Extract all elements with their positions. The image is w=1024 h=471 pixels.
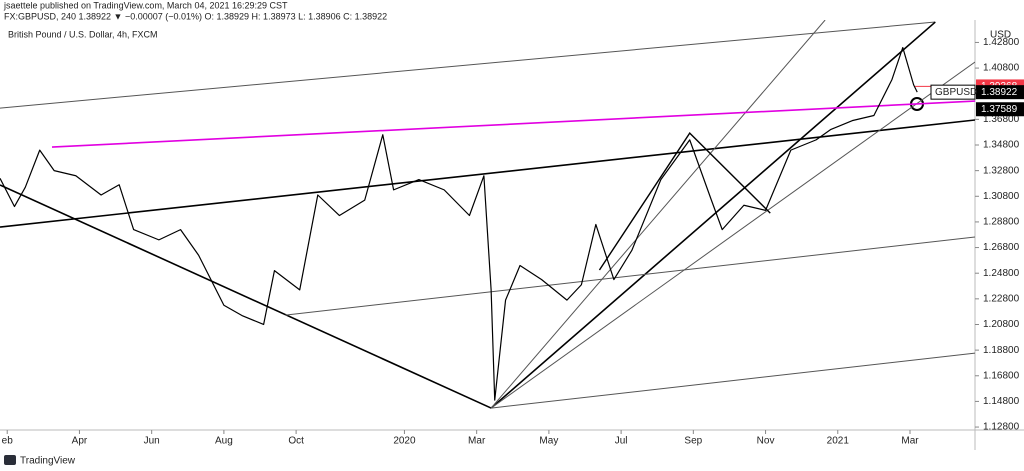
- y-tick-label: 1.12800: [983, 422, 1020, 433]
- plot-area: [0, 20, 975, 409]
- trendline: [51, 100, 975, 148]
- price-tag: [976, 102, 1024, 117]
- trendline: [0, 21, 936, 109]
- trendline: [0, 184, 492, 409]
- x-tick-label: Mar: [468, 436, 486, 447]
- x-tick-label: Nov: [757, 436, 775, 447]
- trendline: [491, 352, 975, 409]
- x-tick-label: Jun: [144, 436, 160, 447]
- trendline: [0, 119, 975, 228]
- y-tick-label: 1.24800: [983, 268, 1020, 279]
- chart-title: British Pound / U.S. Dollar, 4h, FXCM: [8, 29, 158, 39]
- symbol-tag: [930, 84, 976, 100]
- price-tag-label: 1.37589: [981, 104, 1018, 115]
- y-tick-label: 1.34800: [983, 140, 1020, 151]
- y-tick-label: 1.32800: [983, 165, 1020, 176]
- symbol-tag-label: GBPUSD: [935, 87, 977, 98]
- y-tick-label: 1.18800: [983, 345, 1020, 356]
- footer: TradingView: [20, 456, 76, 467]
- y-tick-label: 1.36800: [983, 114, 1020, 125]
- trendline: [598, 131, 771, 271]
- publisher: jsaettele published on TradingView.com, …: [3, 0, 288, 10]
- x-tick-label: Apr: [72, 436, 88, 447]
- price-tag: [976, 85, 1024, 100]
- trendline: [490, 21, 936, 409]
- price-tag-label: 1.38922: [981, 87, 1018, 98]
- x-tick-label: Aug: [215, 436, 233, 447]
- x-tick-label: 2021: [827, 436, 850, 447]
- y-tick-label: 1.16800: [983, 370, 1020, 381]
- y-axis-label: USD: [990, 30, 1011, 41]
- x-tick-label: eb: [2, 436, 14, 447]
- y-tick-label: 1.20800: [983, 319, 1020, 330]
- y-tick-label: 1.14800: [983, 396, 1020, 407]
- y-tick-label: 1.42800: [983, 37, 1020, 48]
- trendline: [285, 236, 975, 316]
- x-tick-label: Oct: [288, 436, 304, 447]
- x-tick-label: 2020: [393, 436, 416, 447]
- y-tick-label: 1.40800: [983, 63, 1020, 74]
- x-tick-label: May: [539, 436, 558, 447]
- trendline: [490, 20, 826, 409]
- tv-logo: [4, 455, 16, 465]
- x-tick-label: Jul: [615, 436, 628, 447]
- symbol-line: FX:GBPUSD, 240 1.38922 ▼ −0.00007 (−0.01…: [4, 11, 387, 21]
- trendline: [490, 61, 975, 409]
- price-line: [0, 46, 918, 401]
- y-tick-label: 1.28800: [983, 217, 1020, 228]
- x-tick-label: Mar: [901, 436, 919, 447]
- y-tick-label: 1.22800: [983, 293, 1020, 304]
- y-tick-label: 1.26800: [983, 242, 1020, 253]
- x-tick-label: Sep: [684, 436, 702, 447]
- y-tick-label: 1.30800: [983, 191, 1020, 202]
